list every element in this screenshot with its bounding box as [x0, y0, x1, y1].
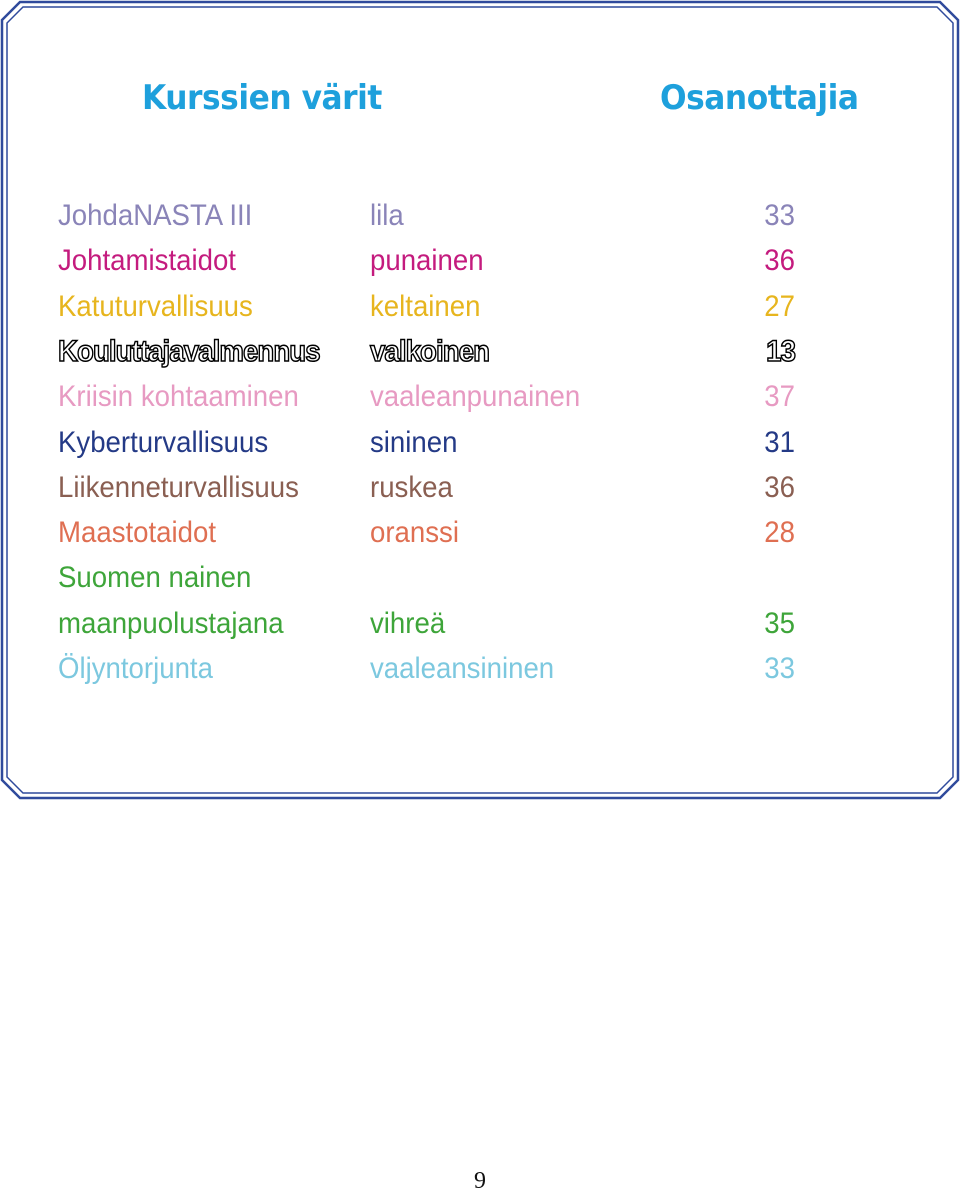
course-row: Kriisin kohtaaminen vaaleanpunainen 37: [0, 377, 960, 417]
course-name: Öljyntorjunta: [58, 652, 213, 685]
course-color-name: vihreä: [370, 606, 446, 640]
course-name: Kriisin kohtaaminen: [58, 380, 299, 414]
course-color-name: ruskea: [370, 470, 453, 504]
course-name: maanpuolustajana: [58, 606, 284, 640]
participants-heading: Osanottajia: [660, 78, 859, 118]
page-number: 9: [474, 1168, 486, 1194]
course-color-name: vaaleanpunainen: [370, 380, 581, 414]
course-color-name: sininen: [370, 425, 458, 459]
course-name: Kouluttajavalmennus: [57, 334, 321, 369]
course-row: Kouluttajavalmennus valkoinen 13: [0, 332, 960, 372]
course-row: maanpuolustajana vihreä 35: [0, 604, 960, 644]
course-name: Liikenneturvallisuus: [58, 470, 299, 504]
course-participant-count: 33: [764, 199, 795, 232]
course-row: Suomen nainen: [0, 558, 960, 598]
course-name: Maastotaidot: [58, 516, 217, 550]
course-color-name: valkoinen: [369, 334, 490, 369]
course-participant-count: 33: [764, 652, 795, 685]
course-row: Liikenneturvallisuus ruskea 36: [0, 468, 960, 508]
course-participant-count: 31: [764, 425, 795, 459]
course-participant-count: 36: [764, 470, 795, 504]
course-name: Suomen nainen: [58, 561, 252, 595]
course-row: Kyberturvallisuus sininen 31: [0, 423, 960, 463]
decorative-frame: [0, 0, 960, 800]
course-name: JohdaNASTA III: [58, 199, 253, 232]
course-name: Johtamistaidot: [58, 244, 236, 278]
course-color-name: punainen: [370, 244, 484, 278]
course-color-name: lila: [370, 199, 404, 232]
course-row: Katuturvallisuus keltainen 27: [0, 287, 960, 327]
course-participant-count: 37: [764, 380, 795, 414]
course-participant-count: 36: [764, 244, 795, 278]
course-participant-count: 27: [764, 289, 795, 323]
course-color-name: keltainen: [370, 289, 481, 323]
course-row: JohdaNASTA III lila 33: [0, 196, 960, 236]
course-color-name: vaaleansininen: [370, 652, 555, 685]
course-participant-count: 13: [765, 334, 796, 369]
course-participant-count: 35: [764, 606, 795, 640]
course-row: Johtamistaidot punainen 36: [0, 241, 960, 281]
course-color-name: oranssi: [370, 516, 459, 550]
course-row: Öljyntorjunta vaaleansininen 33: [0, 649, 960, 689]
course-row: Maastotaidot oranssi 28: [0, 513, 960, 553]
courses-heading: Kurssien värit: [142, 78, 382, 118]
course-name: Kyberturvallisuus: [58, 425, 269, 459]
course-participant-count: 28: [764, 516, 795, 550]
course-name: Katuturvallisuus: [58, 289, 253, 323]
